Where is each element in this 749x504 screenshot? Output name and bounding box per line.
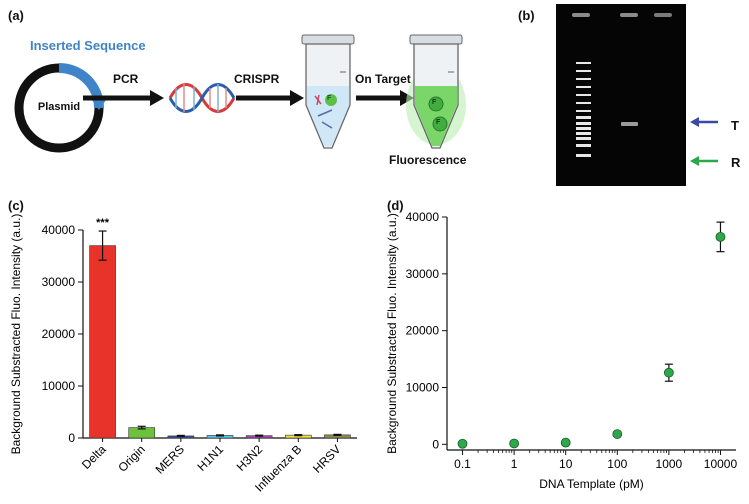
panel-b-label: (b) bbox=[518, 8, 535, 23]
y-tick-label-c: 30000 bbox=[42, 275, 76, 289]
x-tick-label-d: 1000 bbox=[656, 457, 683, 471]
x-tick-label-d: 0.1 bbox=[454, 457, 471, 471]
band-t-label: T bbox=[731, 118, 739, 133]
ladder-lane bbox=[576, 62, 591, 157]
y-tick-label-d: 30000 bbox=[406, 267, 440, 281]
x-tick-label-c: H3N2 bbox=[234, 442, 266, 474]
data-point bbox=[509, 438, 520, 449]
x-tick-label-d: 10000 bbox=[704, 457, 738, 471]
dna-helix-icon bbox=[168, 83, 236, 113]
well-2 bbox=[620, 13, 638, 17]
significance-annotation: *** bbox=[96, 217, 110, 229]
band-r-label: R bbox=[731, 155, 741, 170]
arrow-crispr-head bbox=[290, 90, 304, 106]
chart-c: 0 10000 20000 30000 40000 Background Substrac… bbox=[9, 214, 357, 495]
tube-marker-f: F bbox=[327, 95, 332, 102]
x-tick-label-c: MERS bbox=[153, 442, 187, 476]
x-tick-label-d: 10 bbox=[559, 457, 573, 471]
data-point bbox=[457, 438, 468, 449]
gel-arrows bbox=[690, 117, 718, 166]
data-point bbox=[612, 429, 623, 439]
y-tick-label-d: 0 bbox=[432, 437, 439, 451]
data-point bbox=[663, 367, 674, 378]
plasmid-label: Plasmid bbox=[37, 101, 81, 113]
x-tick-label-d: 1 bbox=[511, 457, 518, 471]
tube-marker-f-1: F bbox=[432, 99, 437, 106]
well-3 bbox=[654, 13, 672, 17]
bar bbox=[89, 245, 116, 439]
target-band bbox=[621, 122, 638, 126]
panel-a-label: (a) bbox=[8, 8, 24, 23]
panel-c-label: (c) bbox=[8, 198, 24, 213]
y-tick-label-c: 20000 bbox=[42, 327, 76, 341]
well-1 bbox=[572, 13, 590, 17]
reaction-tube-icon bbox=[301, 34, 355, 149]
fluorescence-label: Fluorescence bbox=[389, 153, 467, 167]
arrow-r-head bbox=[690, 156, 699, 166]
on-target-label: On Target bbox=[355, 72, 411, 86]
workflow-diagram bbox=[14, 34, 466, 153]
insert-arrowhead bbox=[92, 100, 106, 110]
arrow-pcr-head bbox=[150, 90, 164, 106]
pcr-label: PCR bbox=[113, 72, 139, 86]
tube-marker-f-2: F bbox=[436, 119, 441, 126]
y-tick-label-c: 40000 bbox=[42, 223, 76, 237]
gel-image bbox=[556, 4, 686, 186]
x-tick-label-d: 100 bbox=[607, 457, 627, 471]
x-tick-label-c: Delta bbox=[79, 442, 109, 472]
x-tick-label-c: HRSV bbox=[310, 442, 343, 475]
y-axis-label-d: Background Substracted Fluo. Intensity (… bbox=[385, 213, 399, 454]
y-tick-label-d: 10000 bbox=[406, 380, 440, 394]
data-point bbox=[715, 231, 726, 242]
y-tick-label-d: 20000 bbox=[406, 324, 440, 338]
chart-d: 0 10000 20000 30000 40000 Background Substrac… bbox=[385, 210, 738, 491]
y-tick-label-c: 0 bbox=[68, 431, 75, 445]
arrow-t-head bbox=[690, 117, 699, 127]
fluorescent-tube-icon bbox=[406, 34, 466, 149]
x-axis-label-d: DNA Template (pM) bbox=[539, 477, 643, 491]
panel-d-label: (d) bbox=[387, 198, 404, 213]
crispr-label: CRISPR bbox=[234, 72, 280, 86]
y-axis-label-c: Background Substracted Fluo. Intensity (… bbox=[9, 214, 23, 455]
y-tick-label-c: 10000 bbox=[42, 379, 76, 393]
x-tick-label-c: H1N1 bbox=[195, 442, 227, 474]
inserted-sequence-label: Inserted Sequence bbox=[30, 38, 146, 53]
data-point bbox=[560, 437, 571, 448]
x-tick-label-c: Origin bbox=[115, 442, 148, 475]
y-tick-label-d: 40000 bbox=[406, 210, 440, 224]
